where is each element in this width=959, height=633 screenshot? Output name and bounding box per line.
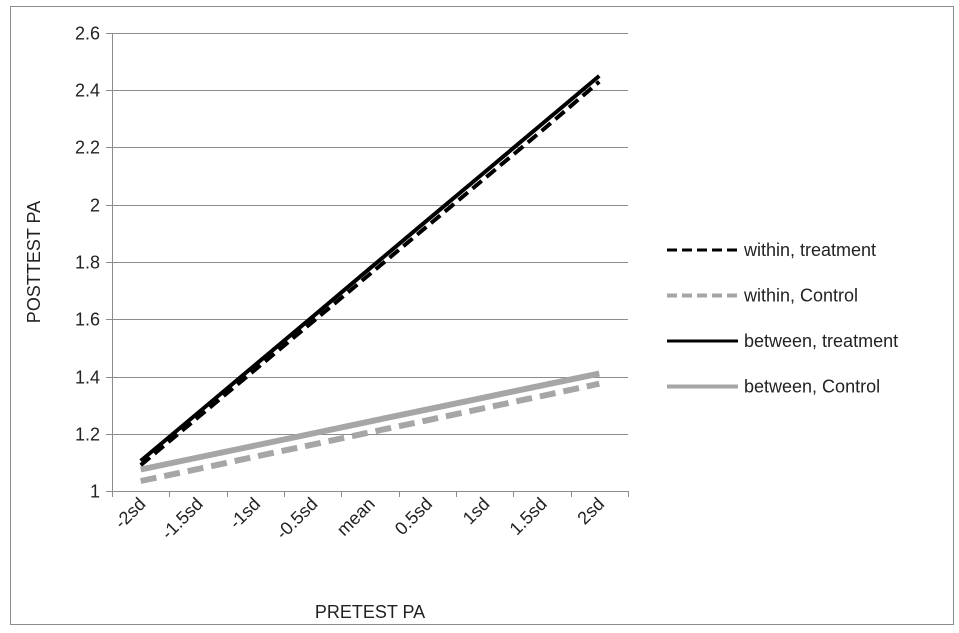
- series-line-0: [139, 80, 601, 467]
- legend-label-2: between, treatment: [744, 331, 898, 351]
- y-tick-label: 2.6: [75, 24, 100, 44]
- y-tick-label: 1.6: [75, 310, 100, 330]
- y-axis-title: POSTTEST PA: [24, 201, 44, 323]
- y-tick-label: 2.4: [75, 81, 100, 101]
- axes: [106, 33, 629, 497]
- legend-label-3: between, Control: [744, 377, 880, 397]
- legend-label-0: within, treatment: [743, 240, 876, 260]
- series-line-2: [139, 74, 601, 463]
- y-tick-label: 2.2: [75, 138, 100, 158]
- chart-border: [10, 6, 954, 625]
- gridlines: [112, 33, 628, 435]
- series-lines: [139, 74, 601, 484]
- y-tick-labels: 1 1.2 1.4 1.6 1.8 2 2.2 2.4 2.6: [75, 24, 100, 502]
- series-line-1: [140, 380, 600, 484]
- y-tick-label: 2: [90, 196, 100, 216]
- series-line-3: [140, 370, 600, 473]
- y-tick-label: 1: [90, 482, 100, 502]
- y-tick-label: 1.8: [75, 253, 100, 273]
- legend-label-1: within, Control: [743, 286, 858, 306]
- y-tick-label: 1.4: [75, 368, 100, 388]
- y-tick-label: 1.2: [75, 425, 100, 445]
- legend: within, treatment within, Control between,…: [667, 240, 898, 397]
- x-axis-title: PRETEST PA: [315, 602, 425, 622]
